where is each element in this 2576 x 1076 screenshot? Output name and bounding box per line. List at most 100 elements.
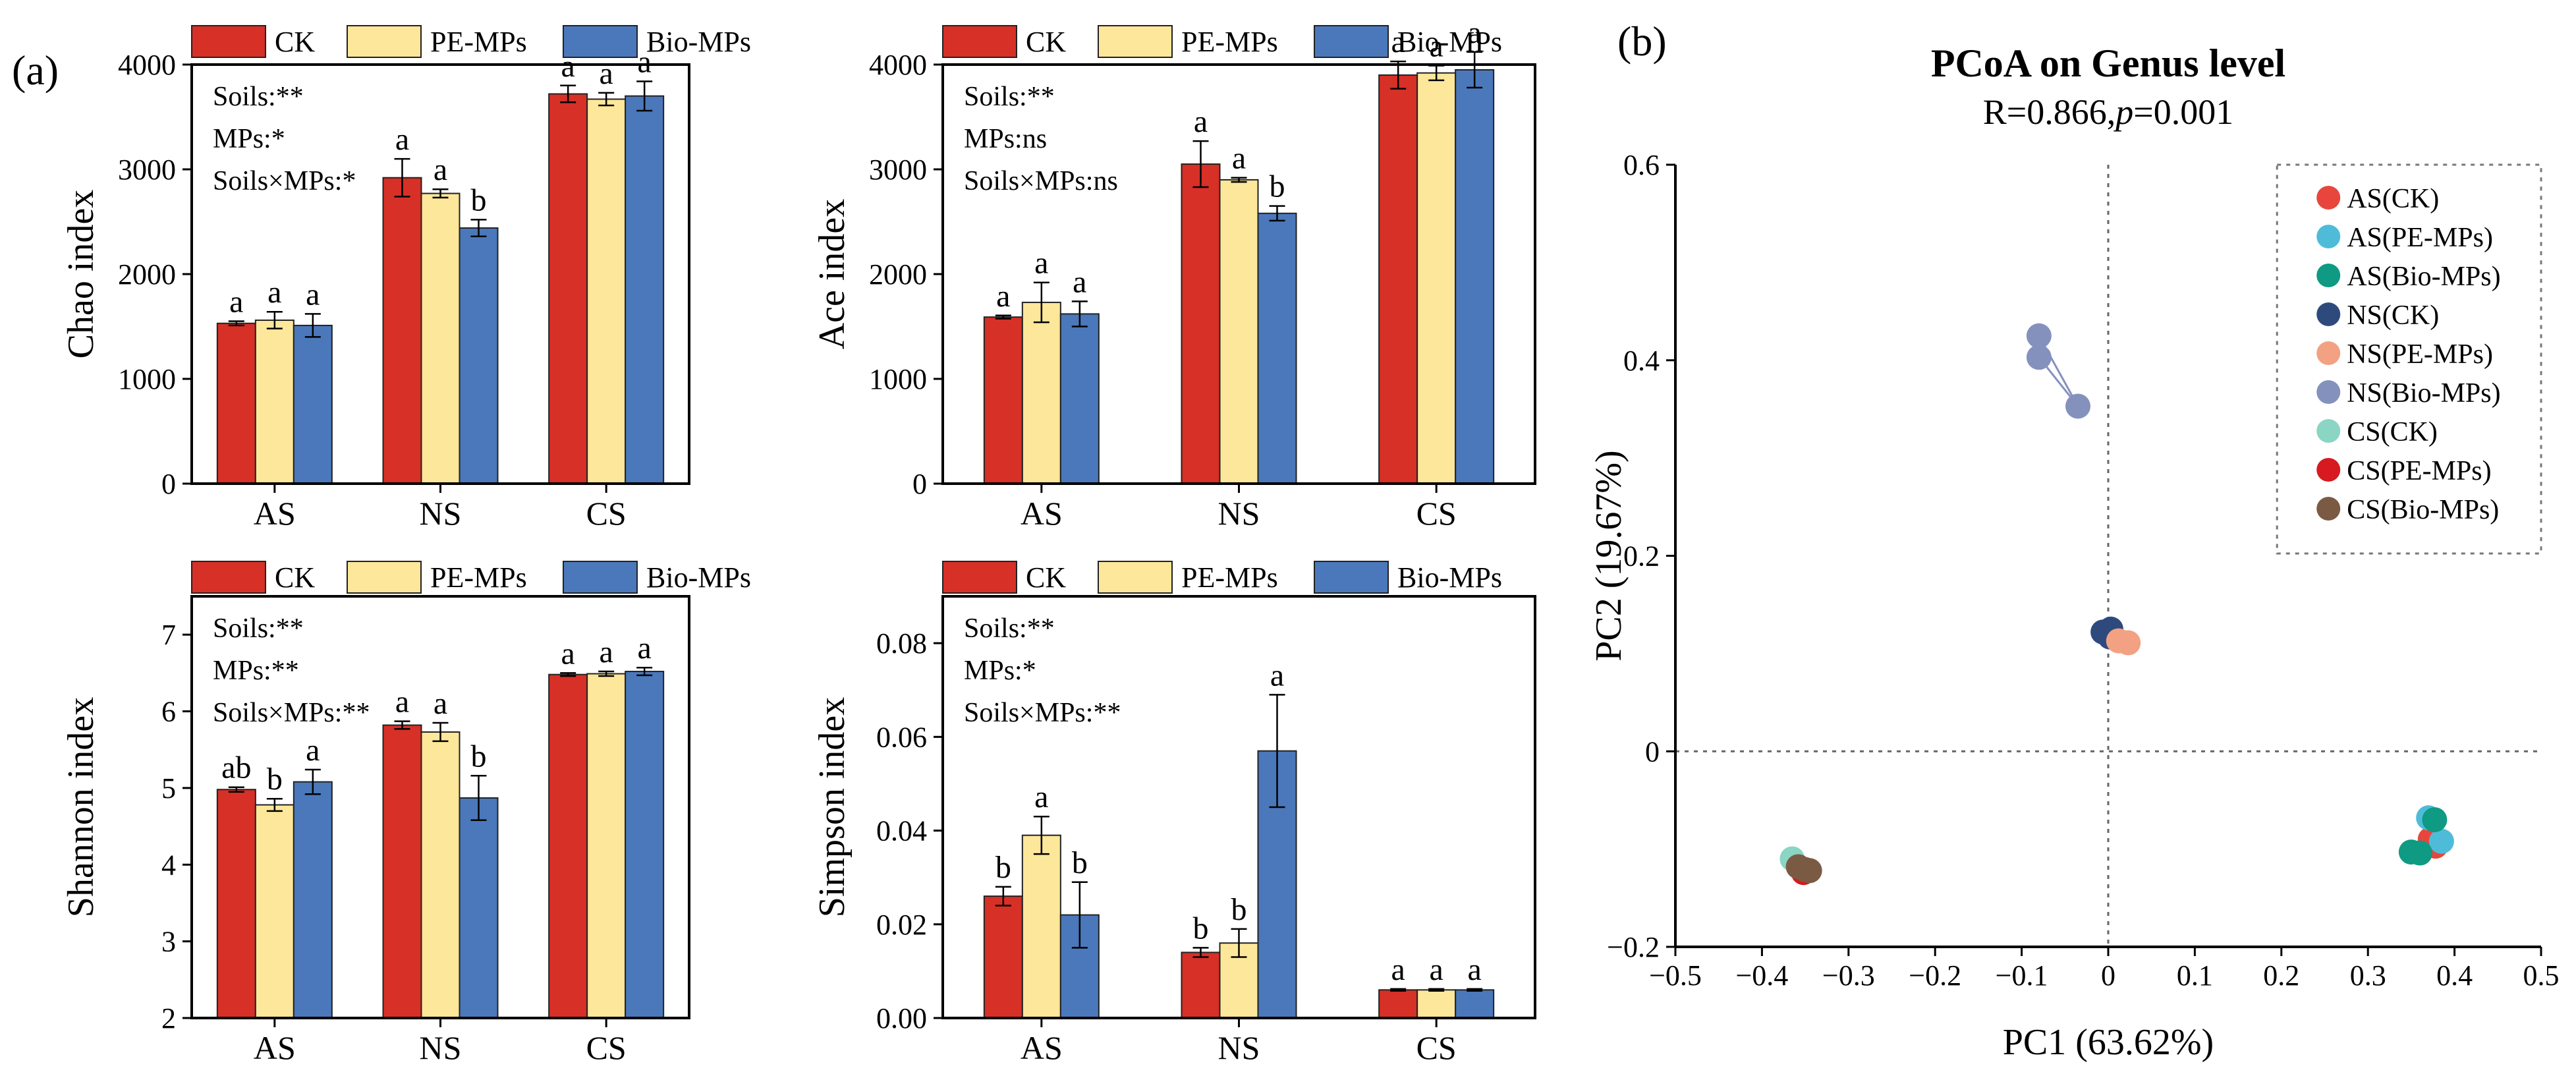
y-tick-label: 0.2 [1623,540,1660,573]
stat-annotation: Soils:** [213,613,304,644]
x-tick-label: CS [586,495,627,532]
x-tick-label: −0.1 [1996,959,2048,992]
y-tick-label: 0.00 [876,1002,927,1034]
bar-bio-mps-as [293,324,333,484]
significance-letter: a [306,277,320,312]
x-tick-label: AS [1021,1029,1063,1066]
bar-pe-mps-as [254,804,294,1019]
significance-letter: a [1034,246,1048,281]
stat-annotation: MPs:* [213,124,285,154]
legend-swatch-bio-mps [1314,561,1389,594]
y-axis-label: Shannon index [61,697,101,917]
plot-frame [941,63,1536,485]
y-tick-label: 3000 [118,154,176,186]
x-tick-label: 0.4 [2436,959,2473,992]
y-tick-label: 7 [161,619,176,651]
legend-swatch-pe-mps [347,25,422,58]
significance-letter: a [267,275,281,310]
legend-marker [2316,341,2341,365]
legend-label-pe-mps: PE-MPs [430,26,527,58]
legend-label-pe-mps: PE-MPs [1181,561,1278,594]
stat-annotation: Soils×MPs:** [964,698,1121,728]
bar-bio-mps-as [293,781,333,1019]
bar-legend: CK PE-MPs Bio-MPs [191,25,751,58]
significance-letter: ab [221,750,251,785]
y-tick-label: 0 [912,468,927,500]
significance-letter: b [1270,169,1285,204]
point-ns-bio-mps [2065,393,2091,419]
y-axis-label: Ace index [812,199,853,350]
y-tick-label: 2 [161,1002,176,1034]
y-tick-label: 3000 [869,154,927,186]
point-ns-pe-mps [2115,630,2141,656]
significance-letter: a [1430,29,1443,64]
legend-label-ck: CK [275,561,315,594]
point-cs-bio-mps [1793,857,1818,882]
legend-swatch-bio-mps [563,25,638,58]
plot-frame [190,63,690,485]
panel-label-a: (a) [12,47,59,94]
stat-annotation: Soils:** [213,82,304,112]
stat-annotation: Soils×MPs:ns [964,166,1118,196]
legend-swatch-pe-mps [347,561,422,594]
significance-letter: a [1073,264,1086,299]
point-as-bio-mps [2407,840,2433,866]
bar-chart-a2: CK PE-MPs Bio-MPs 0 1000 2000 3000 4000 Ace inde… [812,15,1536,532]
bar-legend: CK PE-MPs Bio-MPs [942,561,1502,594]
bar-bio-mps-cs [1455,69,1495,484]
significance-letter: a [1194,104,1208,139]
x-tick-label: AS [1021,495,1063,532]
y-tick-label: 6 [161,696,176,728]
significance-letter: b [1193,911,1209,946]
pcoa-title: PCoA on Genus level [1931,42,2285,85]
bar-ck-cs [1378,74,1418,484]
scatter-legend-label: CS(Bio-MPs) [2347,495,2499,525]
y-tick-label: 1000 [869,363,927,395]
bar-pe-mps-cs [586,673,627,1019]
significance-letter: b [471,183,487,217]
x-tick-label: AS [254,1029,296,1066]
significance-letter: a [996,279,1010,314]
legend-label-ck: CK [1026,26,1066,58]
significance-letter: a [395,685,409,720]
bar-chart-a1: CK PE-MPs Bio-MPs 0 1000 2000 3000 4000 Chao ind… [61,25,751,532]
x-tick-label: 0.5 [2523,959,2560,992]
legend-label-pe-mps: PE-MPs [430,561,527,594]
significance-letter: a [434,686,447,721]
bar-legend: CK PE-MPs Bio-MPs [191,561,751,594]
pcoa-subtitle: R=0.866,p=0.001 [1983,92,2233,132]
legend-marker [2316,186,2341,210]
bar-bio-mps-ns [459,227,499,484]
stat-annotation: Soils×MPs:* [213,166,356,196]
y-tick-label: 0.06 [876,721,927,753]
x-tick-label: NS [1218,495,1260,532]
y-tick-label: 0.04 [876,815,927,847]
legend-marker [2316,497,2341,521]
y-tick-label: 4000 [118,49,176,81]
plot-frame [941,595,1536,1019]
bar-bio-mps-cs [1455,989,1495,1019]
y-tick-label: −0.2 [1607,931,1660,963]
x-tick-label: −0.5 [1649,959,1702,992]
y-tick-label: 0.6 [1623,149,1660,181]
bar-ck-cs [548,673,588,1019]
legend-marker [2316,225,2341,248]
legend-swatch-bio-mps [1314,25,1389,58]
bar-pe-mps-as [1021,834,1061,1019]
significance-letter: b [1231,892,1247,927]
significance-letter: a [600,56,613,91]
bar-pe-mps-cs [1416,72,1457,485]
legend-label-ck: CK [1026,561,1066,594]
x-tick-label: CS [1416,1029,1457,1066]
bar-pe-mps-ns [420,731,461,1019]
significance-letter: a [1468,15,1482,50]
legend-swatch-ck [191,25,266,58]
point-as-pe-mps [2428,828,2454,854]
bar-bio-mps-as [1059,313,1100,484]
legend-label-pe-mps: PE-MPs [1181,26,1278,58]
legend-swatch-pe-mps [1098,25,1173,58]
y-tick-label: 4000 [869,49,927,81]
legend-marker [2316,458,2341,482]
x-tick-label: −0.3 [1822,959,1875,992]
